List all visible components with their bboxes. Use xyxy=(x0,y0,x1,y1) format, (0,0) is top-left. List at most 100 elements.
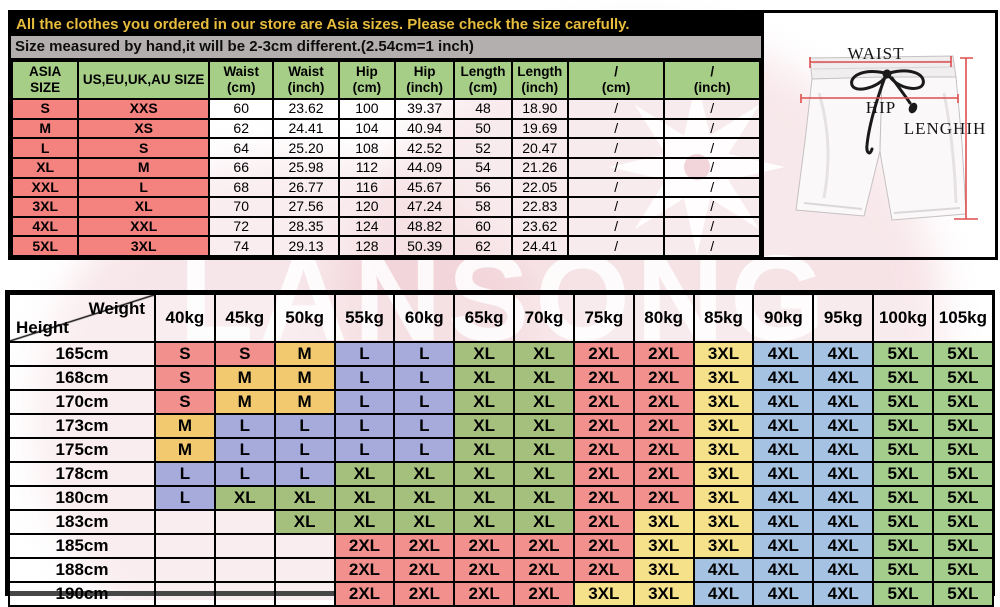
fit-size-cell: 2XL xyxy=(572,341,635,367)
measurement-cell: / xyxy=(566,196,666,218)
fit-size-cell: 4XL xyxy=(692,557,755,583)
size-table-header-cell: Hip (cm) xyxy=(337,59,397,101)
fit-size-cell: 5XL xyxy=(931,365,994,391)
weight-header-cell: 95kg xyxy=(812,293,875,343)
asia-size-cell: 3XL xyxy=(10,196,80,218)
fit-size-cell: 3XL xyxy=(692,365,755,391)
height-cell: 175cm xyxy=(8,437,156,463)
asia-size-cell: 4XL xyxy=(10,215,80,238)
fit-size-cell xyxy=(213,581,276,607)
intl-size-cell: S xyxy=(77,137,211,159)
fit-size-cell: L xyxy=(154,485,216,511)
measurement-cell: 48.82 xyxy=(394,215,456,238)
fit-size-cell: L xyxy=(393,389,456,415)
fit-size-cell: 3XL xyxy=(692,461,755,487)
fit-size-cell: L xyxy=(393,413,456,439)
fit-size-cell: 4XL xyxy=(752,485,815,511)
fit-size-cell: M xyxy=(213,365,276,391)
height-cell: 173cm xyxy=(8,413,156,439)
fit-size-cell: XL xyxy=(213,485,276,511)
fit-size-cell: L xyxy=(273,461,336,487)
fit-size-cell: XL xyxy=(513,389,575,415)
asia-size-table: ASIA SIZE US,EU,UK,AU SIZE Waist (cm) Waist(… xyxy=(10,59,761,257)
fit-size-cell: 5XL xyxy=(872,533,934,559)
fit-size-cell: XL xyxy=(453,485,516,511)
size-table-header-cell: Waist (cm) xyxy=(208,59,275,101)
fit-size-cell: L xyxy=(393,341,456,367)
measurement-cell: 100 xyxy=(337,98,397,120)
fit-table-row: 190cm 2XL 2XL 2XL 2XL 3XL 3XL 4XL 4XL 4XL 5XL 5XL xyxy=(8,581,994,607)
fit-size-cell: 2XL xyxy=(572,533,635,559)
measurement-cell: / xyxy=(566,215,666,238)
fit-size-cell: 2XL xyxy=(572,365,635,391)
fit-size-cell: S xyxy=(154,341,216,367)
fit-size-cell: 3XL xyxy=(632,533,695,559)
shorts-measurement-diagram: WAIST HIP LENGHIH xyxy=(761,13,995,257)
fit-size-cell: 4XL xyxy=(752,365,815,391)
measurement-cell: 42.52 xyxy=(394,137,456,159)
height-cell: 190cm xyxy=(8,581,156,607)
size-table-header-row: ASIA SIZE US,EU,UK,AU SIZE Waist (cm) Waist(… xyxy=(10,59,761,101)
weight-header-cell: 65kg xyxy=(453,293,516,343)
fit-table-row: 185cm 2XL 2XL 2XL 2XL 2XL 3XL 3XL 4XL 4XL 5XL 5XL xyxy=(8,533,994,559)
measurement-cell: 29.13 xyxy=(272,235,340,257)
fit-size-cell: 2XL xyxy=(572,557,635,583)
fit-size-cell: XL xyxy=(513,341,575,367)
fit-size-cell: 2XL xyxy=(333,581,396,607)
asia-size-notice-banner: All the clothes you ordered in our store… xyxy=(11,13,761,36)
measurement-cell: 21.26 xyxy=(510,156,569,179)
fit-table-row: 173cm M L L L L XL XL 2XL 2XL 3XL 4XL 4XL 5XL 5XL xyxy=(8,413,994,439)
fit-size-cell: 5XL xyxy=(931,485,994,511)
fit-table-row: 168cm S M M L L XL XL 2XL 2XL 3XL 4XL 4XL 5XL 5XL xyxy=(8,365,994,391)
height-cell: 165cm xyxy=(8,341,156,367)
fit-size-cell: 5XL xyxy=(931,437,994,463)
measurement-cell: 54 xyxy=(453,156,513,179)
measurement-cell: 25.98 xyxy=(272,156,340,179)
fit-size-cell: 2XL xyxy=(632,485,695,511)
size-table-row: XL M 66 25.98 112 44.09 54 21.26// xyxy=(10,156,761,179)
fit-size-cell: 2XL xyxy=(572,509,635,535)
fit-size-cell: 2XL xyxy=(393,581,456,607)
fit-size-cell: 5XL xyxy=(931,581,994,607)
corner-height-label: Height xyxy=(16,318,69,337)
fit-size-cell: 5XL xyxy=(931,533,994,559)
measurement-cell: / xyxy=(663,137,761,159)
size-table-header-cell: US,EU,UK,AU SIZE xyxy=(77,59,211,101)
fit-size-cell: 4XL xyxy=(692,581,755,607)
measurement-cell: 24.41 xyxy=(272,117,340,140)
fit-size-cell: 2XL xyxy=(632,365,695,391)
measurement-cell: 64 xyxy=(208,137,275,159)
fit-size-cell: 4XL xyxy=(812,533,875,559)
fit-size-cell: 5XL xyxy=(872,509,934,535)
fit-size-cell: 4XL xyxy=(812,437,875,463)
fit-size-cell: 4XL xyxy=(752,461,815,487)
intl-size-cell: 3XL xyxy=(77,235,211,257)
fit-size-cell xyxy=(213,509,276,535)
fit-size-cell: XL xyxy=(513,461,575,487)
measurement-cell: 27.56 xyxy=(272,196,340,218)
fit-size-cell: 4XL xyxy=(752,389,815,415)
intl-size-cell: M xyxy=(77,156,211,179)
measurement-cell: 56 xyxy=(453,176,513,199)
fit-size-cell: 5XL xyxy=(872,461,934,487)
measurement-cell: 23.62 xyxy=(510,215,569,238)
fit-table-row: 170cm S M M L L XL XL 2XL 2XL 3XL 4XL 4XL 5XL 5XL xyxy=(8,389,994,415)
asia-size-cell: M xyxy=(10,117,80,140)
weight-header-cell: 45kg xyxy=(213,293,276,343)
measurement-cell: / xyxy=(566,156,666,179)
fit-size-cell: 5XL xyxy=(872,485,934,511)
measurement-cell: 25.20 xyxy=(272,137,340,159)
measurement-cell: 39.37 xyxy=(394,98,456,120)
fit-size-cell: L xyxy=(333,389,396,415)
measurement-cell: 44.09 xyxy=(394,156,456,179)
fit-size-cell: 4XL xyxy=(812,581,875,607)
fit-size-cell: L xyxy=(333,341,396,367)
fit-size-cell xyxy=(154,533,216,559)
fit-size-cell: 5XL xyxy=(872,413,934,439)
fit-size-cell: 5XL xyxy=(931,341,994,367)
measurement-cell: 50.39 xyxy=(394,235,456,257)
fit-size-cell xyxy=(213,557,276,583)
fit-size-cell: 2XL xyxy=(632,341,695,367)
fit-size-cell: XL xyxy=(393,509,456,535)
weight-header-cell: 50kg xyxy=(273,293,336,343)
